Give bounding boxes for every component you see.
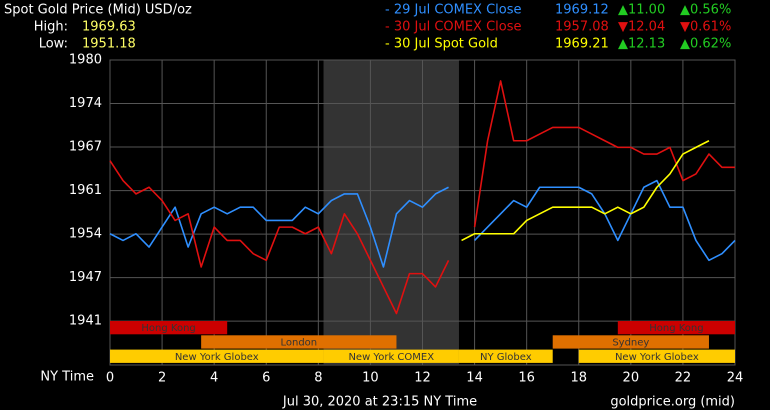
session-band <box>458 349 553 363</box>
session-band <box>617 321 735 335</box>
session-label: New York COMEX <box>348 352 434 363</box>
session-band <box>323 349 459 363</box>
x-tick-label: 24 <box>727 371 744 386</box>
x-tick-label: 4 <box>210 371 218 386</box>
y-tick-label: 1967 <box>69 140 102 155</box>
y-tick-label: 1947 <box>69 270 102 285</box>
session-label: Sydney <box>612 337 649 348</box>
y-tick-label: 1974 <box>69 96 102 111</box>
x-axis-label: NY Time <box>40 370 94 385</box>
chart-title: Spot Gold Price (Mid) USD/oz <box>4 3 192 18</box>
session-band <box>110 349 324 363</box>
legend-entry: - 30 Jul COMEX Close <box>385 20 522 35</box>
stat-label: High: <box>34 20 68 35</box>
session-label: NY Globex <box>480 352 532 363</box>
x-tick-label: 10 <box>362 371 379 386</box>
x-tick-label: 2 <box>158 371 166 386</box>
price-line <box>109 80 735 315</box>
source: goldprice.org (mid) <box>610 395 735 410</box>
x-tick-label: 16 <box>518 371 535 386</box>
y-tick-label: 1961 <box>69 183 102 198</box>
x-tick-label: 8 <box>314 371 322 386</box>
legend-change-pct: ▲0.62% <box>680 37 731 52</box>
legend-change-pct: ▲0.56% <box>680 3 731 18</box>
y-tick-label: 1941 <box>69 314 102 329</box>
x-tick-label: 20 <box>623 371 640 386</box>
x-tick-label: 22 <box>675 371 692 386</box>
x-tick-label: 18 <box>570 371 587 386</box>
stat-value: 1951.18 <box>82 37 136 52</box>
session-label: Hong Kong <box>649 323 703 334</box>
session-band <box>201 335 397 349</box>
y-tick-label: 1980 <box>69 53 102 68</box>
session-band <box>552 335 709 349</box>
footer: Jul 30, 2020 at 23:15 NY Time <box>282 395 477 410</box>
legend-change: ▼12.04 <box>618 20 665 35</box>
legend-change-pct: ▼0.61% <box>680 20 731 35</box>
session-band <box>578 349 735 363</box>
legend-close: 1969.21 <box>555 37 609 52</box>
legend-change: ▲11.00 <box>618 3 665 18</box>
y-tick-label: 1954 <box>69 227 102 242</box>
x-tick-label: 12 <box>414 371 431 386</box>
session-label: London <box>280 337 317 348</box>
shaded-region <box>323 60 459 365</box>
session-label: New York Globex <box>175 352 259 363</box>
x-tick-label: 0 <box>106 371 114 386</box>
session-label: New York Globex <box>615 352 699 363</box>
x-tick-label: 6 <box>262 371 270 386</box>
price-line <box>461 140 710 242</box>
stat-value: 1969.63 <box>82 20 136 35</box>
legend-entry: - 29 Jul COMEX Close <box>385 3 522 18</box>
session-band <box>110 321 228 335</box>
legend-entry: - 30 Jul Spot Gold <box>385 37 498 52</box>
session-label: Hong Kong <box>141 323 195 334</box>
stat-label: Low: <box>39 37 68 52</box>
legend-close: 1969.12 <box>555 3 609 18</box>
legend-close: 1957.08 <box>555 20 609 35</box>
x-tick-label: 14 <box>466 371 483 386</box>
legend-change: ▲12.13 <box>618 37 665 52</box>
